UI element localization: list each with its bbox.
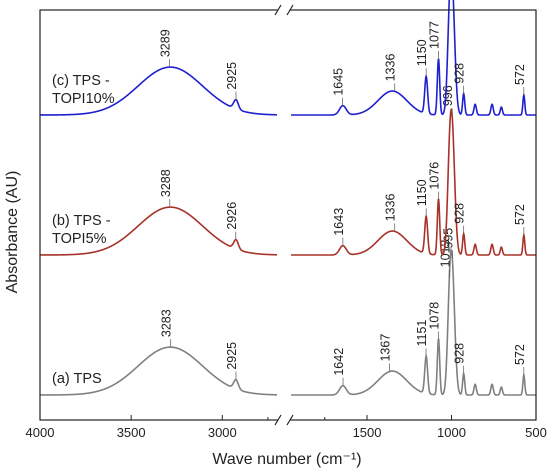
series-label: (b) TPS -: [52, 213, 111, 229]
peak-label: 1151: [415, 320, 429, 347]
x-tick-label: 3500: [117, 425, 146, 440]
x-tick-label: 500: [525, 425, 547, 440]
peak-label: 996: [441, 85, 455, 106]
x-tick-label: 4000: [26, 425, 55, 440]
peak-label: 1077: [428, 21, 442, 49]
peak-label: 1645: [332, 68, 346, 96]
series-label: TOPI10%: [52, 91, 115, 107]
break-mark: [274, 4, 282, 16]
x-tick-label: 1000: [437, 425, 466, 440]
peak-label: 928: [453, 203, 467, 224]
peak-label: 572: [513, 64, 527, 85]
x-axis: 4000 3500 3000 1500 1000 500: [26, 4, 547, 440]
peak-label: 995: [441, 228, 455, 249]
x-axis-title: Wave number (cm⁻¹): [212, 451, 361, 468]
series-a-line-0: [40, 346, 278, 396]
peak-label: 1076: [428, 162, 442, 190]
break-mark: [286, 414, 294, 426]
peak-label: 928: [453, 343, 467, 364]
peak-label: 2925: [225, 342, 239, 370]
peak-label: 1013: [438, 240, 452, 268]
series-c-line-0: [40, 66, 278, 116]
series-label: (a) TPS: [52, 371, 102, 387]
peak-label: 928: [453, 63, 467, 84]
peak-label: 1643: [332, 208, 346, 236]
peak-label: 572: [513, 204, 527, 225]
peak-label: 3289: [159, 29, 173, 57]
series-b-line-1: [291, 107, 536, 256]
y-axis-title: Absorbance (AU): [4, 171, 21, 294]
axis-break-top: [278, 7, 290, 13]
series-c-line-1: [291, 0, 536, 116]
peak-label: 1367: [379, 334, 393, 362]
peak-label: 1336: [384, 54, 398, 82]
peak-label: 572: [513, 344, 527, 365]
peak-label: 1150: [415, 39, 429, 66]
peak-label: 2925: [225, 62, 239, 90]
peak-label: 1078: [427, 302, 441, 330]
peak-label: 3288: [159, 169, 173, 197]
axis-break-bottom: [278, 417, 290, 423]
series-b-line-0: [40, 206, 278, 256]
series-label: (c) TPS -: [52, 73, 110, 89]
x-tick-label: 3000: [208, 425, 237, 440]
break-mark: [274, 414, 282, 426]
peak-label: 1642: [332, 348, 346, 376]
x-tick-label: 1500: [353, 425, 382, 440]
break-mark: [286, 4, 294, 16]
peak-label: 3283: [160, 309, 174, 337]
peak-label: 2926: [225, 202, 239, 230]
series-label: TOPI5%: [52, 231, 107, 247]
peak-label: 1336: [384, 194, 398, 222]
peak-label: 1150: [415, 179, 429, 206]
series-a-line-1: [291, 247, 536, 396]
